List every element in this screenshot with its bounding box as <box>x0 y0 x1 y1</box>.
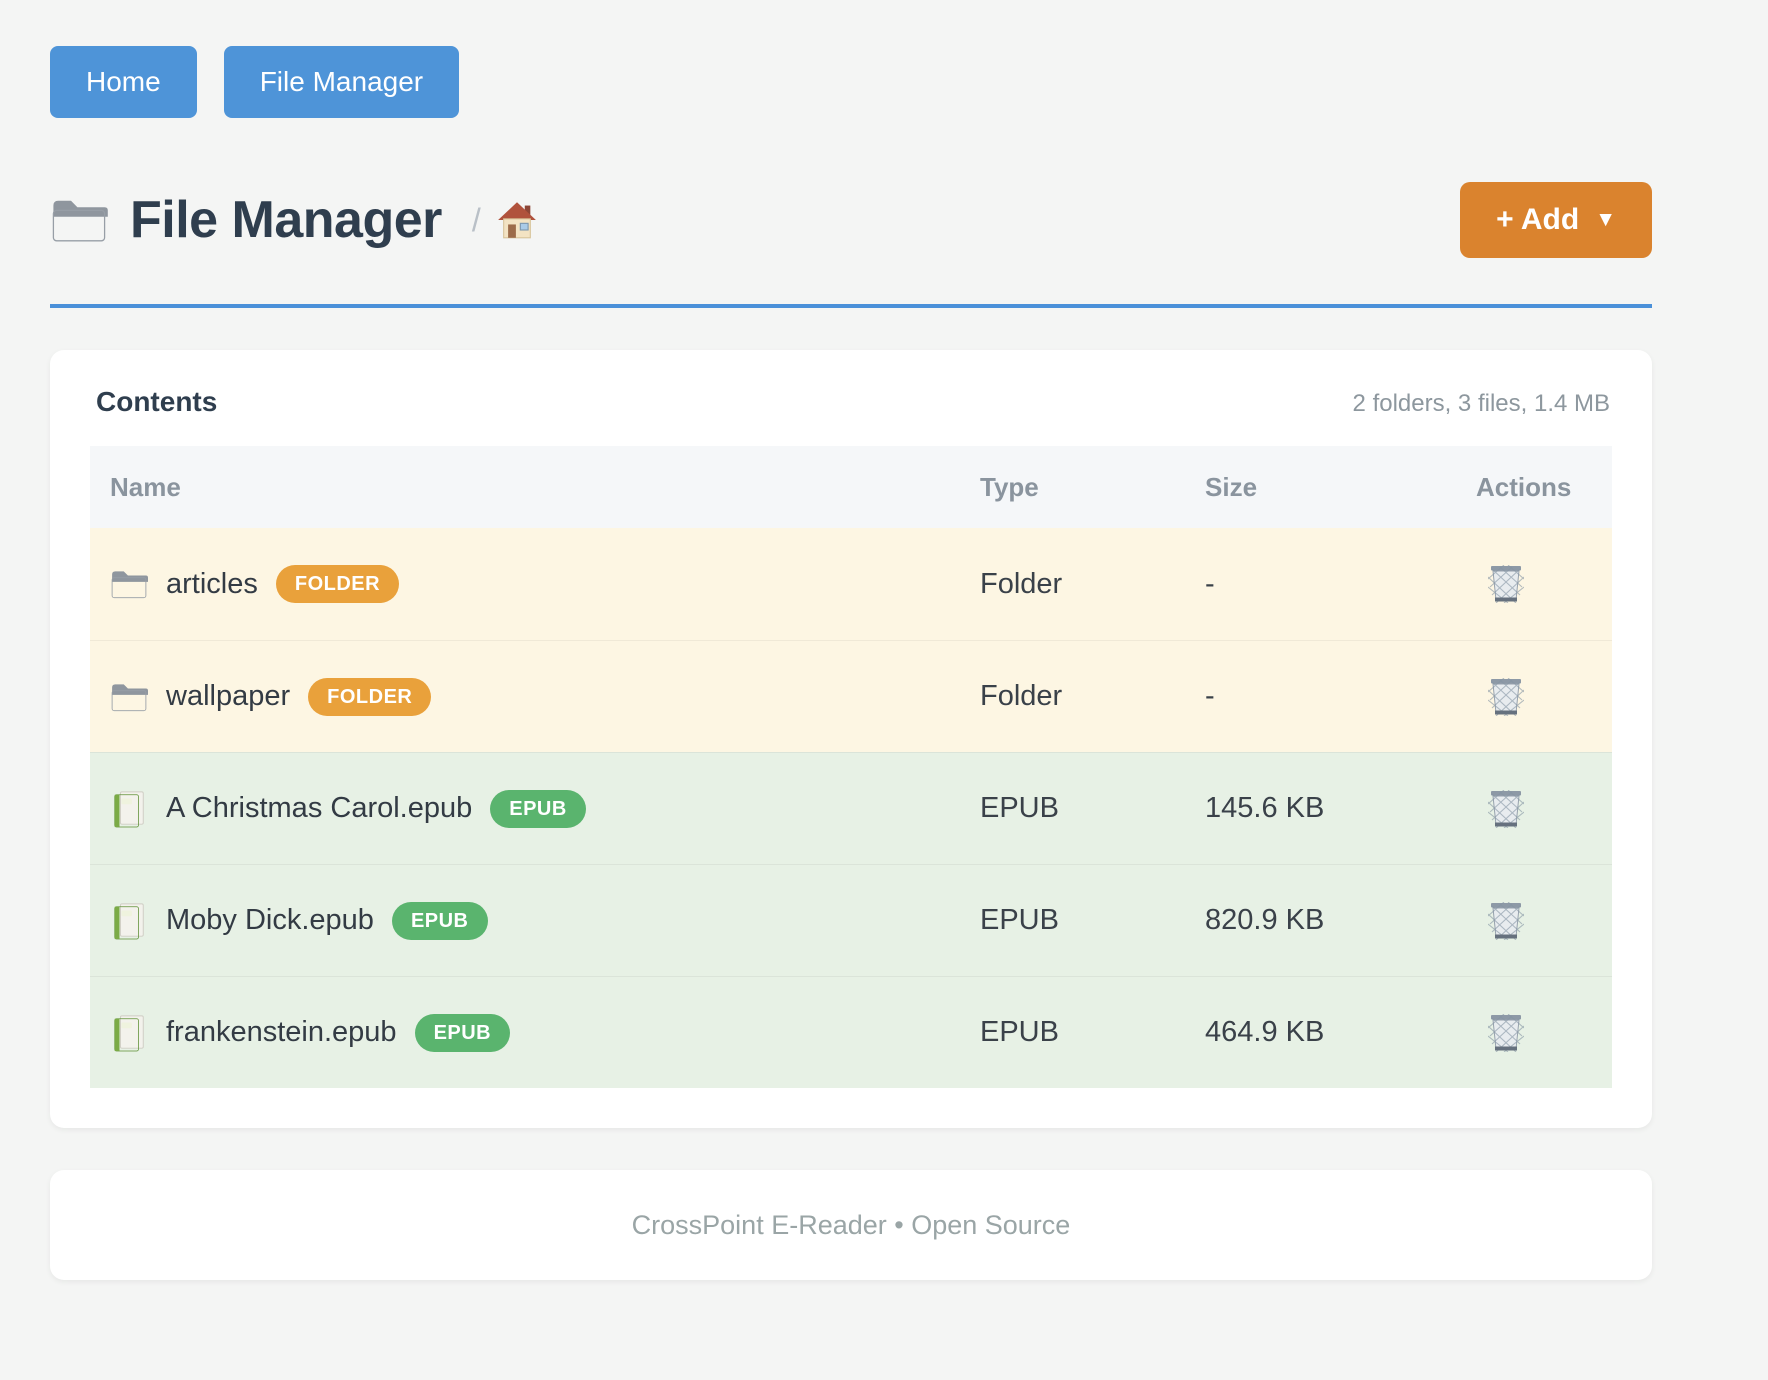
delete-button[interactable] <box>1488 790 1524 828</box>
breadcrumb-separator: / <box>471 201 481 238</box>
folder-icon <box>110 565 148 603</box>
green-book-icon <box>110 1014 148 1052</box>
column-header-name: Name <box>110 471 181 502</box>
folder-name-link[interactable]: articles <box>166 567 258 600</box>
size-cell: - <box>1205 567 1215 600</box>
add-button-label: + Add <box>1496 203 1580 236</box>
contents-title: Contents <box>96 386 218 417</box>
type-cell: Folder <box>980 567 1063 600</box>
type-cell: EPUB <box>980 792 1059 824</box>
folder-name-link[interactable]: wallpaper <box>166 680 291 712</box>
title-wrap: File Manager / <box>50 190 1460 250</box>
page: Home File Manager File Manager / + Add ▼… <box>50 0 1652 1280</box>
epub-badge: EPUB <box>490 789 586 828</box>
contents-card: Contents 2 folders, 3 files, 1.4 MB Name… <box>50 350 1652 1128</box>
table-row: A Christmas Carol.epub EPUB EPUB 145.6 K… <box>90 752 1612 864</box>
delete-button[interactable] <box>1488 565 1524 603</box>
size-cell: 820.9 KB <box>1205 904 1325 936</box>
table-row: Moby Dick.epub EPUB EPUB 820.9 KB <box>90 864 1612 976</box>
page-header: File Manager / + Add ▼ <box>50 182 1652 308</box>
actions-cell <box>1440 790 1612 828</box>
contents-card-head: Contents 2 folders, 3 files, 1.4 MB <box>50 350 1652 446</box>
name-cell: A Christmas Carol.epub EPUB <box>90 789 960 828</box>
actions-cell <box>1440 565 1612 603</box>
file-table: Name Type Size Actions articles FOLDER F… <box>90 446 1612 1088</box>
column-header-actions: Actions <box>1476 471 1572 502</box>
column-header-size: Size <box>1205 471 1258 502</box>
file-name-link[interactable]: Moby Dick.epub <box>166 904 374 936</box>
table-row: articles FOLDER Folder - <box>90 528 1612 640</box>
page-title: File Manager <box>130 191 442 249</box>
trash-icon <box>1488 565 1524 603</box>
type-cell: Folder <box>980 680 1063 712</box>
size-cell: - <box>1205 680 1215 712</box>
name-cell: articles FOLDER <box>90 565 960 603</box>
trash-icon <box>1488 1014 1524 1052</box>
green-book-icon <box>110 790 148 828</box>
actions-cell <box>1440 678 1612 716</box>
house-icon[interactable] <box>497 201 537 239</box>
delete-button[interactable] <box>1488 678 1524 716</box>
delete-button[interactable] <box>1488 1014 1524 1052</box>
folder-icon <box>110 678 148 716</box>
name-cell: frankenstein.epub EPUB <box>90 1013 960 1052</box>
folder-badge: FOLDER <box>275 565 400 603</box>
trash-icon <box>1488 678 1524 716</box>
folder-badge: FOLDER <box>308 677 432 716</box>
table-row: frankenstein.epub EPUB EPUB 464.9 KB <box>90 976 1612 1088</box>
size-cell: 145.6 KB <box>1205 792 1325 824</box>
delete-button[interactable] <box>1488 902 1524 940</box>
file-name-link[interactable]: frankenstein.epub <box>166 1016 397 1048</box>
footer-text: CrossPoint E-Reader • Open Source <box>631 1209 1071 1240</box>
folder-icon <box>50 196 108 244</box>
table-header-row: Name Type Size Actions <box>90 446 1612 528</box>
size-cell: 464.9 KB <box>1205 1016 1325 1048</box>
epub-badge: EPUB <box>414 1013 511 1052</box>
name-cell: wallpaper FOLDER <box>90 677 960 716</box>
actions-cell <box>1440 1014 1612 1052</box>
type-cell: EPUB <box>980 904 1059 936</box>
name-cell: Moby Dick.epub EPUB <box>90 901 960 940</box>
trash-icon <box>1488 902 1524 940</box>
trash-icon <box>1488 790 1524 828</box>
chevron-down-icon: ▼ <box>1595 208 1616 231</box>
green-book-icon <box>110 902 148 940</box>
footer-card: CrossPoint E-Reader • Open Source <box>50 1170 1652 1280</box>
file-name-link[interactable]: A Christmas Carol.epub <box>166 792 473 824</box>
add-button[interactable]: + Add ▼ <box>1460 182 1652 258</box>
actions-cell <box>1440 902 1612 940</box>
column-header-type: Type <box>980 471 1039 502</box>
type-cell: EPUB <box>980 1016 1059 1048</box>
table-row: wallpaper FOLDER Folder - <box>90 640 1612 752</box>
top-nav: Home File Manager <box>50 46 1652 118</box>
epub-badge: EPUB <box>391 901 488 940</box>
nav-home-button[interactable]: Home <box>50 46 197 118</box>
contents-summary: 2 folders, 3 files, 1.4 MB <box>1352 390 1610 417</box>
nav-file-manager-button[interactable]: File Manager <box>223 46 460 118</box>
